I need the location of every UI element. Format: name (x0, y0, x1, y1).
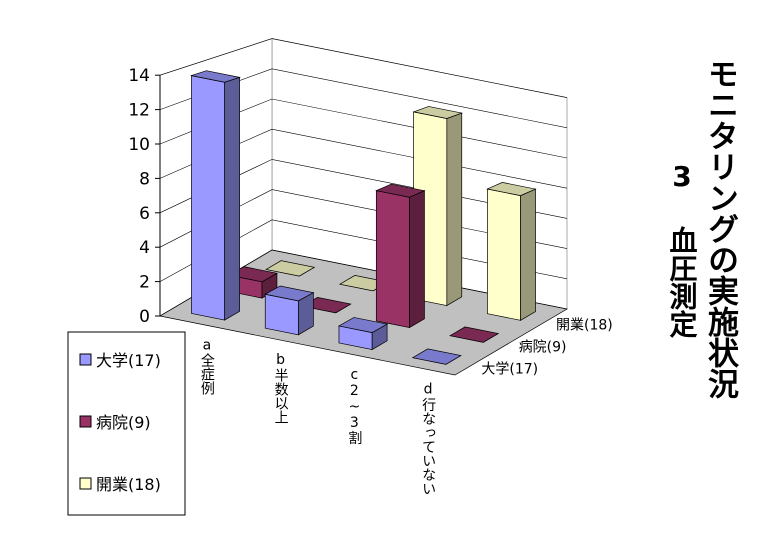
depth-label: 病院(9) (519, 340, 567, 356)
x-tick-label: a全症例 (199, 337, 215, 396)
bar-top (375, 183, 426, 198)
chart-title: モニタリングの実施状況 (702, 58, 739, 399)
y-tick-label: 6 (139, 204, 150, 224)
y-tick-label: 8 (139, 169, 150, 189)
bar-side (446, 112, 463, 307)
bar (375, 183, 426, 329)
grid-line (159, 38, 568, 98)
legend-label: 開業(18) (96, 475, 161, 494)
bar-top (412, 106, 464, 119)
bar (486, 182, 537, 321)
bar-front (191, 75, 226, 321)
legend-swatch (79, 415, 92, 428)
legend-label: 大学(17) (96, 351, 161, 370)
y-tick-label: 14 (128, 66, 150, 86)
bar-top (449, 326, 500, 343)
x-tick-label: c2~3割 (346, 367, 362, 445)
chart-subtitle: 3 血圧測定 (666, 160, 699, 339)
y-tick-label: 10 (128, 135, 150, 155)
bar (337, 317, 389, 351)
bar (264, 285, 315, 336)
legend-swatch (79, 477, 92, 490)
bar-top (337, 317, 389, 333)
bar (411, 348, 462, 365)
bar-top (411, 348, 462, 365)
y-tick-label: 4 (139, 238, 150, 258)
legend-swatch (79, 353, 92, 366)
depth-label: 開業(18) (556, 318, 613, 334)
bar-front (487, 188, 521, 321)
bar-top (486, 182, 537, 196)
depth-label: 大学(17) (481, 362, 538, 378)
bar-front (375, 190, 410, 329)
bar-top (264, 285, 315, 302)
y-tick-label: 0 (139, 307, 150, 327)
bar-side (520, 188, 536, 321)
bar-side (224, 76, 240, 321)
x-tick-label: b半数以上 (273, 352, 289, 424)
bar-top (265, 260, 316, 277)
bar-top (190, 70, 241, 83)
y-tick-label: 12 (128, 101, 150, 121)
bar-side (409, 190, 425, 329)
y-tick-label: 2 (139, 273, 150, 293)
bar (190, 70, 241, 321)
bar-front (264, 293, 299, 336)
bar (265, 260, 316, 277)
legend-label: 病院(9) (96, 413, 151, 432)
x-tick-label: d行なっていない (420, 382, 436, 496)
bar (449, 326, 500, 343)
